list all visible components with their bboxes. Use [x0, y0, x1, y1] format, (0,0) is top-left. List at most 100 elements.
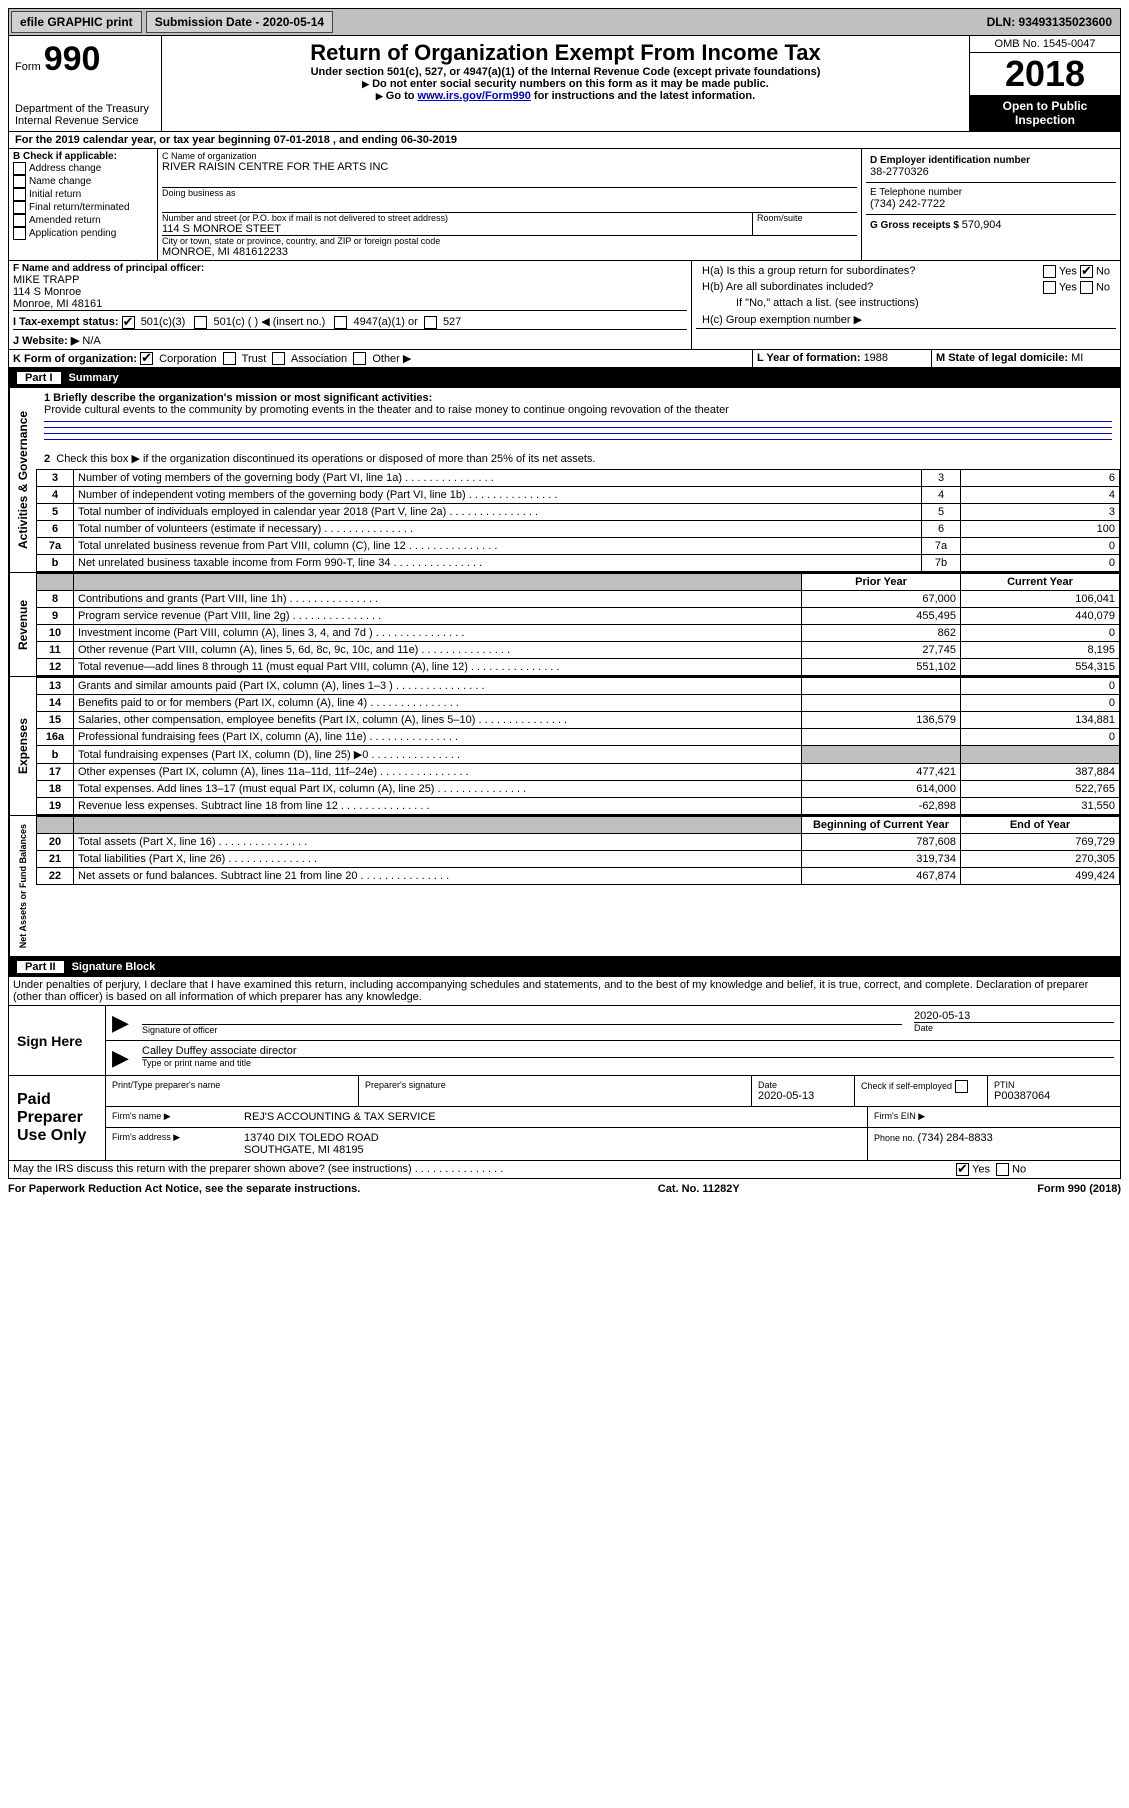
cb-501c3[interactable]: [122, 316, 135, 329]
part2-num: Part II: [17, 961, 64, 973]
sig-decl: Under penalties of perjury, I declare th…: [8, 977, 1121, 1005]
cb-501c[interactable]: [194, 316, 207, 329]
part2-title: Signature Block: [72, 961, 156, 973]
cb-discuss-y[interactable]: [956, 1163, 969, 1176]
box-deg: D Employer identification number 38-2770…: [862, 149, 1120, 260]
cb-ha-n[interactable]: [1080, 265, 1093, 278]
subdate-label: Submission Date -: [155, 15, 263, 29]
na-lines: Beginning of Current YearEnd of Year20To…: [36, 816, 1120, 885]
subdate-btn[interactable]: Submission Date - 2020-05-14: [146, 11, 333, 33]
lbl-501c3: 501(c)(3): [141, 316, 186, 328]
sig-arrow1: ▶: [106, 1006, 136, 1040]
hb-no: No: [1096, 281, 1110, 293]
hb-yes: Yes: [1059, 281, 1077, 293]
cb-4947[interactable]: [334, 316, 347, 329]
lbl-initial: Initial return: [29, 189, 81, 200]
q1-text: Provide cultural events to the community…: [44, 404, 1112, 416]
l-val: 1988: [864, 352, 888, 364]
cb-name[interactable]: [13, 175, 26, 188]
dept2: Internal Revenue Service: [15, 115, 155, 127]
lbl-527: 527: [443, 316, 461, 328]
d-label: D Employer identification number: [870, 155, 1112, 166]
topbar: efile GRAPHIC print Submission Date - 20…: [8, 8, 1121, 36]
exp-lines: 13Grants and similar amounts paid (Part …: [36, 677, 1120, 815]
subdate-val: 2020-05-14: [263, 15, 324, 29]
form990-link[interactable]: www.irs.gov/Form990: [418, 90, 531, 102]
cb-amended[interactable]: [13, 214, 26, 227]
sign-here-section: Sign Here ▶ Signature of officer 2020-05…: [8, 1005, 1121, 1076]
cb-final[interactable]: [13, 201, 26, 214]
cb-discuss-n[interactable]: [996, 1163, 1009, 1176]
cb-initial[interactable]: [13, 188, 26, 201]
cb-hb-y[interactable]: [1043, 281, 1056, 294]
c-label: C Name of organization: [162, 151, 857, 161]
vlabel-expenses: Expenses: [9, 677, 36, 815]
box-b: B Check if applicable: Address change Na…: [9, 149, 158, 260]
firm-addr-label: Firm's address ▶: [106, 1128, 238, 1160]
e-label: E Telephone number: [870, 187, 1112, 198]
discuss: May the IRS discuss this return with the…: [9, 1161, 952, 1178]
prep-sig-label: Preparer's signature: [359, 1076, 752, 1106]
prep-phone: (734) 284-8833: [918, 1132, 993, 1144]
period-row: For the 2019 calendar year, or tax year …: [8, 132, 1121, 149]
footer: For Paperwork Reduction Act Notice, see …: [8, 1179, 1121, 1199]
part1-num: Part I: [17, 372, 61, 384]
g-label: G Gross receipts $: [870, 220, 962, 231]
lbl-assoc: Association: [291, 353, 347, 365]
cb-hb-n[interactable]: [1080, 281, 1093, 294]
officer-name: MIKE TRAPP: [13, 274, 687, 286]
discuss-no: No: [1012, 1164, 1026, 1176]
cb-527[interactable]: [424, 316, 437, 329]
lbl-4947: 4947(a)(1) or: [354, 316, 418, 328]
cb-self[interactable]: [955, 1080, 968, 1093]
phone: (734) 242-7722: [870, 198, 1112, 210]
hb-note: If "No," attach a list. (see instruction…: [696, 295, 1116, 311]
firm-name: REJ'S ACCOUNTING & TAX SERVICE: [238, 1107, 868, 1127]
lbl-501c: 501(c) ( ) ◀ (insert no.): [214, 316, 326, 328]
ptin-label: PTIN: [994, 1080, 1114, 1090]
sig-name-label: Type or print name and title: [142, 1058, 1114, 1068]
lbl-name: Name change: [29, 176, 91, 187]
paid-preparer-section: Paid Preparer Use Only Print/Type prepar…: [8, 1076, 1121, 1161]
rev-lines: Prior YearCurrent Year8Contributions and…: [36, 573, 1120, 676]
lbl-corp: Corporation: [159, 353, 216, 365]
efile-btn[interactable]: efile GRAPHIC print: [11, 11, 142, 33]
sig-name: Calley Duffey associate director: [142, 1045, 1114, 1058]
omb: OMB No. 1545-0047: [970, 36, 1120, 53]
prep-name-label: Print/Type preparer's name: [106, 1076, 359, 1106]
vlabel-netassets: Net Assets or Fund Balances: [9, 816, 36, 956]
hb: H(b) Are all subordinates included?: [702, 281, 873, 293]
lbl-pending: Application pending: [29, 228, 116, 239]
vlabel-activities: Activities & Governance: [9, 388, 36, 572]
pra: For Paperwork Reduction Act Notice, see …: [8, 1183, 360, 1195]
form-label: Form: [15, 61, 41, 73]
part1-title: Summary: [69, 372, 119, 384]
cb-pending[interactable]: [13, 227, 26, 240]
officer-addr2: Monroe, MI 48161: [13, 298, 687, 310]
i-label: I Tax-exempt status:: [13, 316, 119, 328]
tax-year: 2018: [970, 53, 1120, 95]
sig-arrow2: ▶: [106, 1041, 136, 1075]
cb-assoc[interactable]: [272, 352, 285, 365]
form-ref: Form 990 (2018): [1037, 1183, 1121, 1195]
open-inspection: Open to Public Inspection: [970, 95, 1120, 131]
lbl-other: Other ▶: [372, 353, 411, 365]
box-b-title: B Check if applicable:: [13, 151, 153, 162]
klm-row: K Form of organization: Corporation Trus…: [8, 350, 1121, 369]
addr-label: Number and street (or P.O. box if mail i…: [162, 213, 752, 223]
m-val: MI: [1071, 352, 1083, 364]
part1-bar: Part I Summary: [8, 368, 1121, 388]
cb-corp[interactable]: [140, 352, 153, 365]
discuss-yes: Yes: [972, 1164, 990, 1176]
form-title: Return of Organization Exempt From Incom…: [170, 40, 961, 66]
cb-ha-y[interactable]: [1043, 265, 1056, 278]
cb-other[interactable]: [353, 352, 366, 365]
cat: Cat. No. 11282Y: [658, 1183, 740, 1195]
sub3b: for instructions and the latest informat…: [534, 90, 755, 102]
cb-address[interactable]: [13, 162, 26, 175]
period-a: For the 2019 calendar year, or tax year …: [9, 132, 463, 148]
sign-here-label: Sign Here: [9, 1006, 106, 1075]
q1-label: 1 Briefly describe the organization's mi…: [44, 392, 1112, 404]
cb-trust[interactable]: [223, 352, 236, 365]
city: MONROE, MI 481612233: [162, 246, 857, 258]
